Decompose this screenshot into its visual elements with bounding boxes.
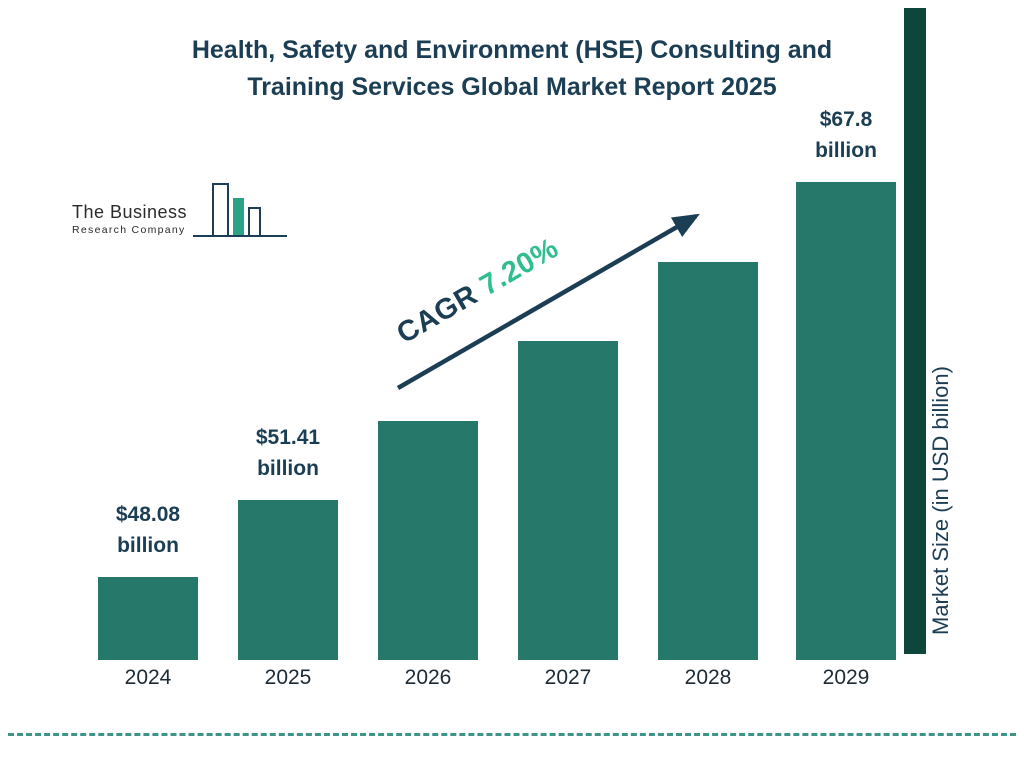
bar-2025 bbox=[238, 500, 338, 660]
value-unit: billion bbox=[815, 139, 877, 162]
logo-bar-chart-icon bbox=[193, 183, 288, 237]
value-label-2029: $67.8 billion bbox=[761, 104, 931, 166]
page-title-line1: Health, Safety and Environment (HSE) Con… bbox=[191, 36, 833, 64]
logo-name-line2: Research Company bbox=[72, 224, 186, 236]
x-axis-tick-2026: 2026 bbox=[404, 666, 452, 689]
value-label-2024: $48.08 billion bbox=[63, 499, 233, 561]
bar-2027 bbox=[518, 341, 618, 660]
cagr-label: CAGR bbox=[391, 278, 484, 351]
logo-name-line1: The Business bbox=[72, 202, 188, 222]
value-unit: billion bbox=[117, 534, 179, 557]
bar-2026 bbox=[378, 421, 478, 660]
x-axis-tick-2027: 2027 bbox=[544, 666, 592, 689]
bottom-dashed-divider bbox=[8, 733, 1016, 736]
value-amount: $51.41 bbox=[255, 426, 321, 449]
x-axis-tick-2025: 2025 bbox=[264, 666, 312, 689]
bar-2024 bbox=[98, 577, 198, 660]
company-logo: The Business Research Company bbox=[72, 182, 289, 244]
page-title: Health, Safety and Environment (HSE) Con… bbox=[0, 32, 1024, 106]
value-amount: $67.8 bbox=[819, 108, 873, 131]
bar-2029 bbox=[796, 182, 896, 660]
cagr-value: 7.20% bbox=[474, 232, 564, 303]
company-logo-text: The Business Research Company bbox=[72, 202, 187, 236]
value-unit: billion bbox=[257, 457, 319, 480]
page-title-line2: Training Services Global Market Report 2… bbox=[247, 73, 777, 101]
x-axis-tick-2024: 2024 bbox=[124, 666, 172, 689]
x-axis-tick-2028: 2028 bbox=[684, 666, 732, 689]
bar-2028 bbox=[658, 262, 758, 660]
y-axis-label: Market Size (in USD billion) bbox=[928, 366, 953, 636]
x-axis-tick-2029: 2029 bbox=[822, 666, 870, 689]
value-amount: $48.08 bbox=[115, 503, 181, 526]
value-label-2025: $51.41 billion bbox=[203, 422, 373, 484]
right-accent-strip bbox=[904, 8, 926, 654]
cagr-annotation: CAGR 7.20% bbox=[392, 232, 565, 351]
